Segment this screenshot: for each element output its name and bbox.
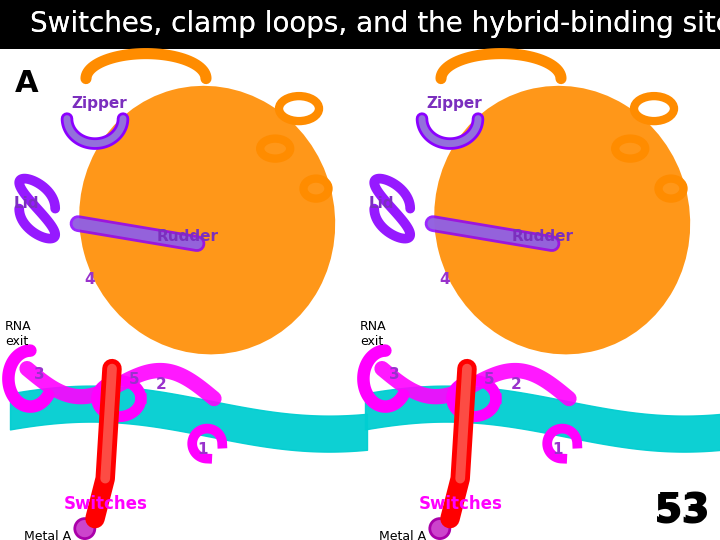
Text: Metal A: Metal A	[24, 530, 71, 540]
Text: 5: 5	[129, 372, 140, 387]
Text: Switches: Switches	[418, 495, 502, 512]
Text: Rudder: Rudder	[156, 229, 218, 244]
Text: A: A	[15, 69, 39, 98]
Bar	[0, 0, 720, 49]
Text: Zipper: Zipper	[426, 96, 482, 111]
Text: Zipper: Zipper	[71, 96, 127, 111]
Text: 3: 3	[34, 367, 45, 382]
Text: Metal A: Metal A	[379, 530, 426, 540]
Ellipse shape	[434, 86, 690, 354]
Text: 4: 4	[440, 272, 451, 287]
Text: Switches: Switches	[63, 495, 147, 512]
Text: 53: 53	[656, 492, 710, 530]
Ellipse shape	[79, 86, 336, 354]
Text: 4: 4	[85, 272, 96, 287]
Text: Rudder: Rudder	[511, 229, 573, 244]
Text: 1: 1	[552, 442, 562, 457]
Text: Switches, clamp loops, and the hybrid-binding site: Switches, clamp loops, and the hybrid-bi…	[30, 10, 720, 38]
Text: 3: 3	[389, 367, 400, 382]
Text: 53: 53	[654, 494, 708, 532]
Text: RNA
exit: RNA exit	[360, 320, 387, 348]
Bar	[0, 0, 720, 49]
Text: Switches, clamp loops, and the hybrid-binding site: Switches, clamp loops, and the hybrid-bi…	[30, 10, 720, 38]
Text: Lid: Lid	[14, 196, 39, 211]
Text: 2: 2	[511, 376, 522, 392]
Text: 5: 5	[484, 372, 495, 387]
Circle shape	[430, 518, 450, 538]
Text: 1: 1	[197, 442, 207, 457]
Text: Lid: Lid	[369, 196, 394, 211]
Text: RNA
exit: RNA exit	[5, 320, 32, 348]
Text: 2: 2	[156, 376, 167, 392]
Circle shape	[75, 518, 95, 538]
